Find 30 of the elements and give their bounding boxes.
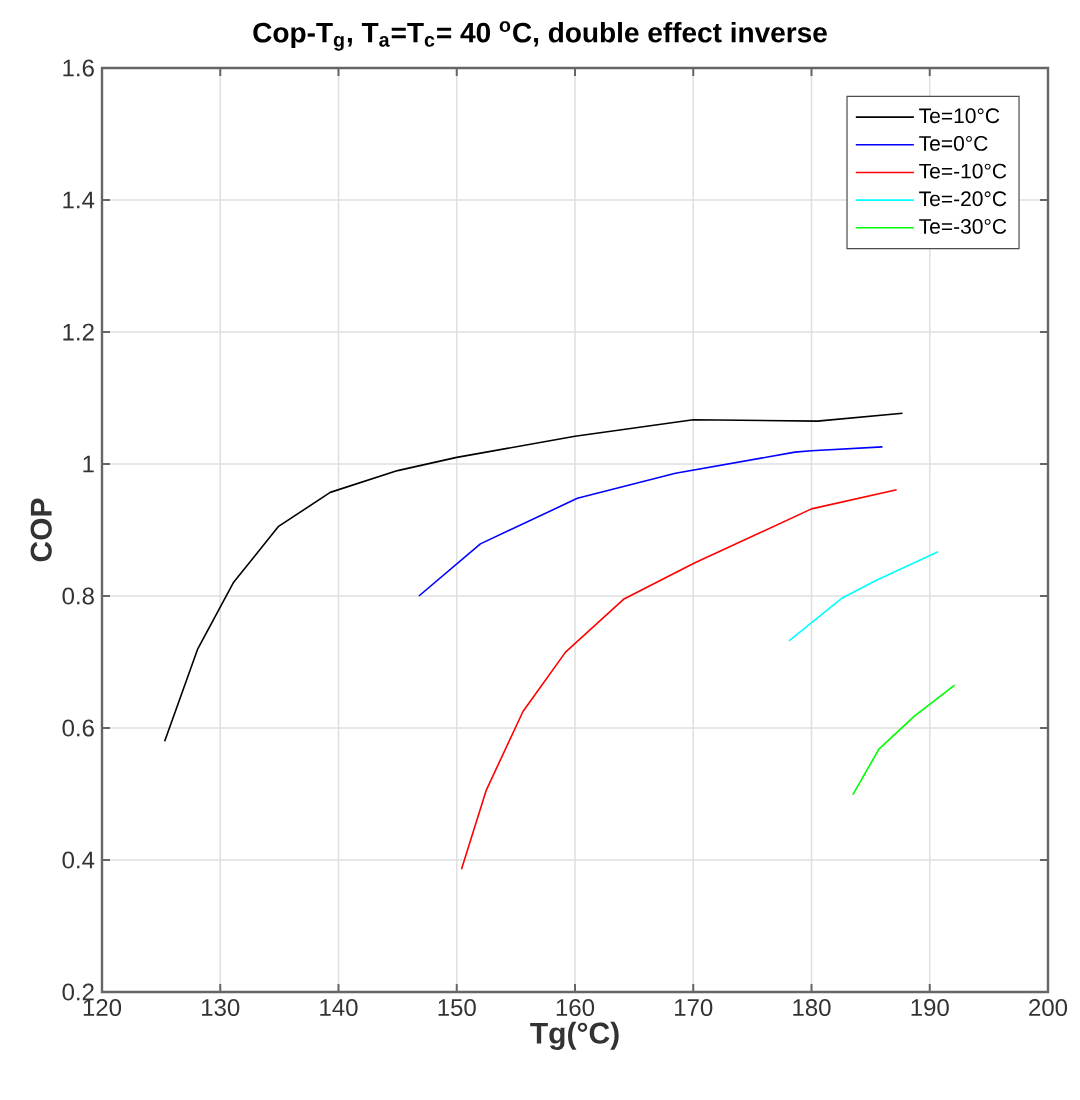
x-tick-label: 150 [438, 999, 476, 1017]
legend-label: Te=0°C [919, 136, 988, 151]
x-tick-label: 140 [320, 999, 358, 1017]
legend-label: Te=-20°C [919, 191, 1007, 207]
y-tick-label: 1.4 [63, 191, 95, 209]
x-tick-label: 200 [1029, 999, 1068, 1017]
line-series [163, 412, 904, 742]
y-tick-label: 0.4 [62, 851, 95, 869]
x-tick-label: 120 [83, 999, 122, 1017]
y-tick-label: 0.8 [62, 587, 94, 605]
x-tick-label: 160 [556, 999, 595, 1017]
y-tick-label: 1.2 [63, 323, 94, 341]
y-tick-label: 0.2 [62, 983, 94, 1001]
line-series [852, 684, 956, 796]
x-tick-label: 170 [675, 999, 713, 1017]
line-series [418, 446, 884, 597]
line-series [460, 488, 898, 871]
line-series [788, 550, 939, 642]
y-tick-label: 1.6 [63, 59, 94, 77]
legend-label: Te=-30°C [919, 218, 1007, 234]
x-tick-label: 130 [202, 999, 240, 1017]
legend-label: Te=-10°C [919, 163, 1007, 179]
x-tick-label: 190 [911, 999, 949, 1017]
x-axis-title: Tg(°C) [530, 1021, 619, 1050]
y-tick-label: 0.6 [62, 719, 94, 737]
x-tick-label: 180 [793, 999, 831, 1017]
y-tick-label: 1 [83, 455, 94, 473]
chart-title: Cop-T$_{g}$, T$_{a}$=T$_{c}$= 40 $^{o}$C, double effect inverse [253, 21, 827, 51]
legend-label: Te=10°C [919, 108, 1000, 124]
y-axis-title: COP [30, 498, 52, 562]
